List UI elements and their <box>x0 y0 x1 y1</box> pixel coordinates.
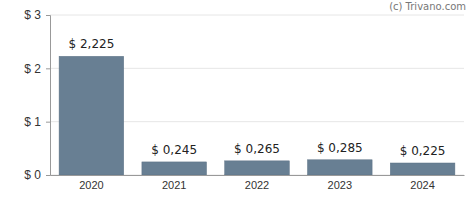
tick: 2023 <box>328 175 352 191</box>
data-labels: $ 2,225 $ 0,245 $ 0,265 $ 0,285 $ 0,225 <box>68 37 445 158</box>
tick-mark <box>46 15 50 16</box>
bar <box>225 161 290 175</box>
data-label: $ 0,245 <box>151 143 197 157</box>
bars <box>59 56 455 175</box>
bar <box>308 160 373 175</box>
tick-label: $ 0 <box>24 168 41 182</box>
data-label: $ 2,225 <box>68 37 114 51</box>
grid-line <box>50 15 464 16</box>
tick-label: 2020 <box>79 179 103 191</box>
data-label: $ 0,225 <box>400 144 446 158</box>
tick: 2022 <box>245 175 269 191</box>
tick: $ 3 <box>24 8 50 22</box>
y-axis: $ 0 $ 1 $ 2 $ 3 <box>24 8 50 182</box>
tick-label: 2021 <box>162 179 186 191</box>
tick: $ 1 <box>24 115 50 129</box>
x-axis: 2020 2021 2022 2023 2024 <box>51 175 465 191</box>
bar <box>142 162 207 175</box>
tick-label: 2022 <box>245 179 269 191</box>
tick-label: 2024 <box>410 179 434 191</box>
tick-label: $ 2 <box>24 62 41 76</box>
tick-label: 2023 <box>328 179 352 191</box>
tick-mark <box>46 68 50 69</box>
axis-line <box>51 175 465 176</box>
tick: $ 0 <box>24 168 50 182</box>
tick-label: $ 1 <box>24 115 41 129</box>
tick-label: $ 3 <box>24 8 41 22</box>
tick: $ 2 <box>24 62 50 76</box>
plot: $ 0$ 1$ 2$ 320202021202220232024$ 2,225$… <box>24 8 464 190</box>
chart: $ 0$ 1$ 2$ 320202021202220232024$ 2,225$… <box>0 0 470 200</box>
tick-mark <box>46 175 50 176</box>
tick: 2024 <box>410 175 434 191</box>
tick: 2021 <box>162 175 186 191</box>
grid <box>50 15 464 175</box>
data-label: $ 0,285 <box>317 141 363 155</box>
annotation: (c) Trivano.com <box>389 1 466 12</box>
axis-line <box>46 16 51 176</box>
bar <box>59 56 124 175</box>
tick-mark <box>46 122 50 123</box>
data-label: $ 0,265 <box>234 142 280 156</box>
tick: 2020 <box>79 175 103 191</box>
bar <box>390 163 455 175</box>
